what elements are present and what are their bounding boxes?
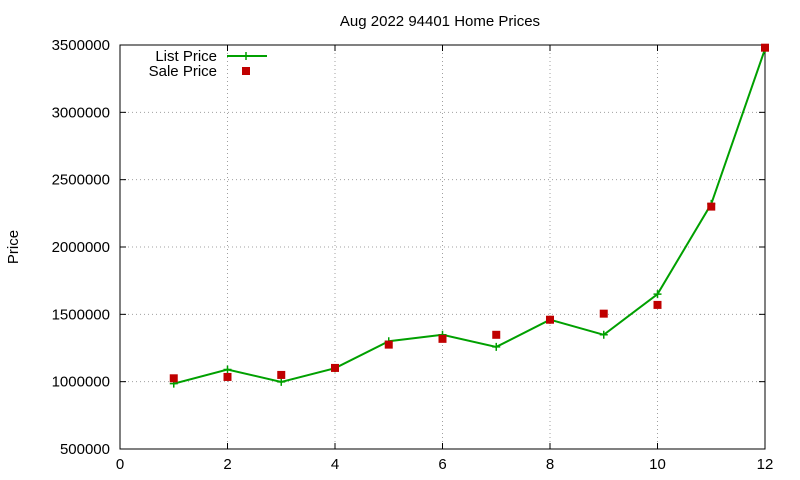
sale-price-point [384,340,393,349]
x-tick-label: 4 [331,456,339,473]
x-tick-label: 12 [757,456,774,473]
sale-price-point [438,334,447,343]
sale-price-point [653,300,662,309]
plot-series [169,43,769,388]
legend-marker-list-price [242,52,250,60]
x-tick-label: 0 [116,456,124,473]
x-tick-label: 6 [438,456,446,473]
axis-ticks: 0 2 4 6 8 10 12 500000 1000000 1500000 2000000 2500… [52,37,774,473]
x-tick-label: 10 [649,456,666,473]
legend-label-sale-price: Sale Price [149,63,217,80]
grid [120,45,765,449]
sale-price-point [546,315,554,324]
sale-price-point [761,43,769,52]
sale-price-point [492,330,501,339]
list-price-point [599,330,608,339]
legend-marker-sale-price [242,67,250,75]
y-tick-label: 2000000 [52,239,110,256]
list-price-point [277,377,286,386]
x-tick-label: 8 [546,456,554,473]
sale-price-point [599,309,608,318]
y-tick-label: 1000000 [52,374,110,391]
sale-price-point [169,374,178,383]
sale-price-point [223,372,232,381]
y-tick-label: 1500000 [52,306,110,323]
legend-label-list-price: List Price [155,48,217,65]
list-price-point [492,342,501,351]
y-axis-label: Price [5,230,22,264]
sale-price-point [707,202,716,211]
y-tick-label: 3000000 [52,104,110,121]
sale-price-point [277,370,286,379]
y-tick-label: 500000 [60,441,110,458]
list-price-point [223,365,232,374]
chart-title: Aug 2022 94401 Home Prices [340,13,540,30]
list-price-point [653,290,662,299]
sale-price-point [331,363,339,372]
y-tick-label: 2500000 [52,172,110,189]
x-tick-label: 2 [223,456,231,473]
list-price-line [173,48,766,385]
y-tick-label: 3500000 [52,37,110,54]
